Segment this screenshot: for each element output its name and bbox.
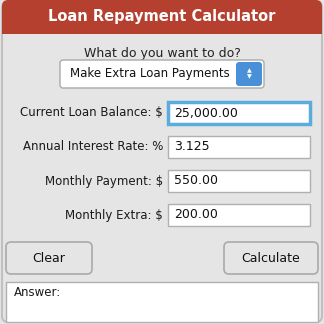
FancyBboxPatch shape [2, 2, 322, 322]
Bar [168, 204, 310, 226]
FancyBboxPatch shape [6, 282, 318, 322]
Text: 25,000.00: 25,000.00 [174, 107, 238, 120]
Text: ▼: ▼ [247, 75, 251, 79]
Text: Calculate: Calculate [242, 251, 300, 264]
Text: 550.00: 550.00 [174, 175, 218, 188]
Text: 200.00: 200.00 [174, 209, 218, 222]
Text: 3.125: 3.125 [174, 141, 210, 154]
Text: Monthly Extra: $: Monthly Extra: $ [65, 209, 163, 222]
FancyBboxPatch shape [236, 62, 262, 86]
Text: Current Loan Balance: $: Current Loan Balance: $ [20, 107, 163, 120]
FancyBboxPatch shape [6, 242, 92, 274]
Text: Annual Interest Rate: %: Annual Interest Rate: % [23, 141, 163, 154]
Text: Make Extra Loan Payments: Make Extra Loan Payments [70, 67, 230, 80]
FancyBboxPatch shape [60, 60, 264, 88]
Text: Answer:: Answer: [14, 285, 61, 298]
FancyBboxPatch shape [2, 0, 322, 34]
Text: Loan Repayment Calculator: Loan Repayment Calculator [48, 9, 276, 25]
Text: What do you want to do?: What do you want to do? [84, 48, 240, 61]
Text: ▲: ▲ [247, 68, 251, 74]
Text: Clear: Clear [33, 251, 65, 264]
Bar [168, 102, 310, 124]
Text: Monthly Payment: $: Monthly Payment: $ [45, 175, 163, 188]
Bar [168, 136, 310, 158]
FancyBboxPatch shape [224, 242, 318, 274]
Bar [168, 170, 310, 192]
Bar [2, 17, 322, 34]
